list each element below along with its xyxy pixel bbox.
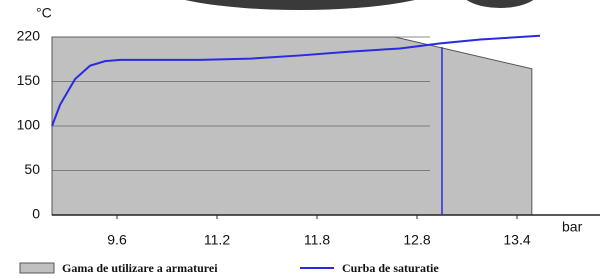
x-tick-label: 11.2	[204, 232, 230, 248]
x-tick-label: 13.4	[503, 232, 530, 248]
x-tick-label: 9.6	[107, 232, 127, 248]
device-photo-edge	[460, 0, 540, 8]
device-photo-edge	[150, 0, 450, 10]
y-tick-label: 0	[32, 206, 40, 222]
y-unit: °C	[36, 5, 52, 21]
legend-swatch	[20, 263, 54, 273]
x-unit: bar	[562, 219, 583, 235]
y-tick-label: 100	[17, 117, 41, 133]
y-tick-label: 50	[24, 161, 40, 177]
y-tick-label: 150	[17, 72, 41, 88]
chart: °C bar 0 50 100 150 220 9.6 11.2 11.8 12.8 13.4 Ga…	[0, 0, 606, 279]
legend-label: Gama de utilizare a armaturei	[62, 261, 218, 275]
legend-label: Curba de saturatie	[342, 261, 439, 275]
y-tick-label: 220	[17, 28, 41, 44]
x-tick-label: 11.8	[304, 232, 330, 248]
x-tick-label: 12.8	[403, 232, 430, 248]
